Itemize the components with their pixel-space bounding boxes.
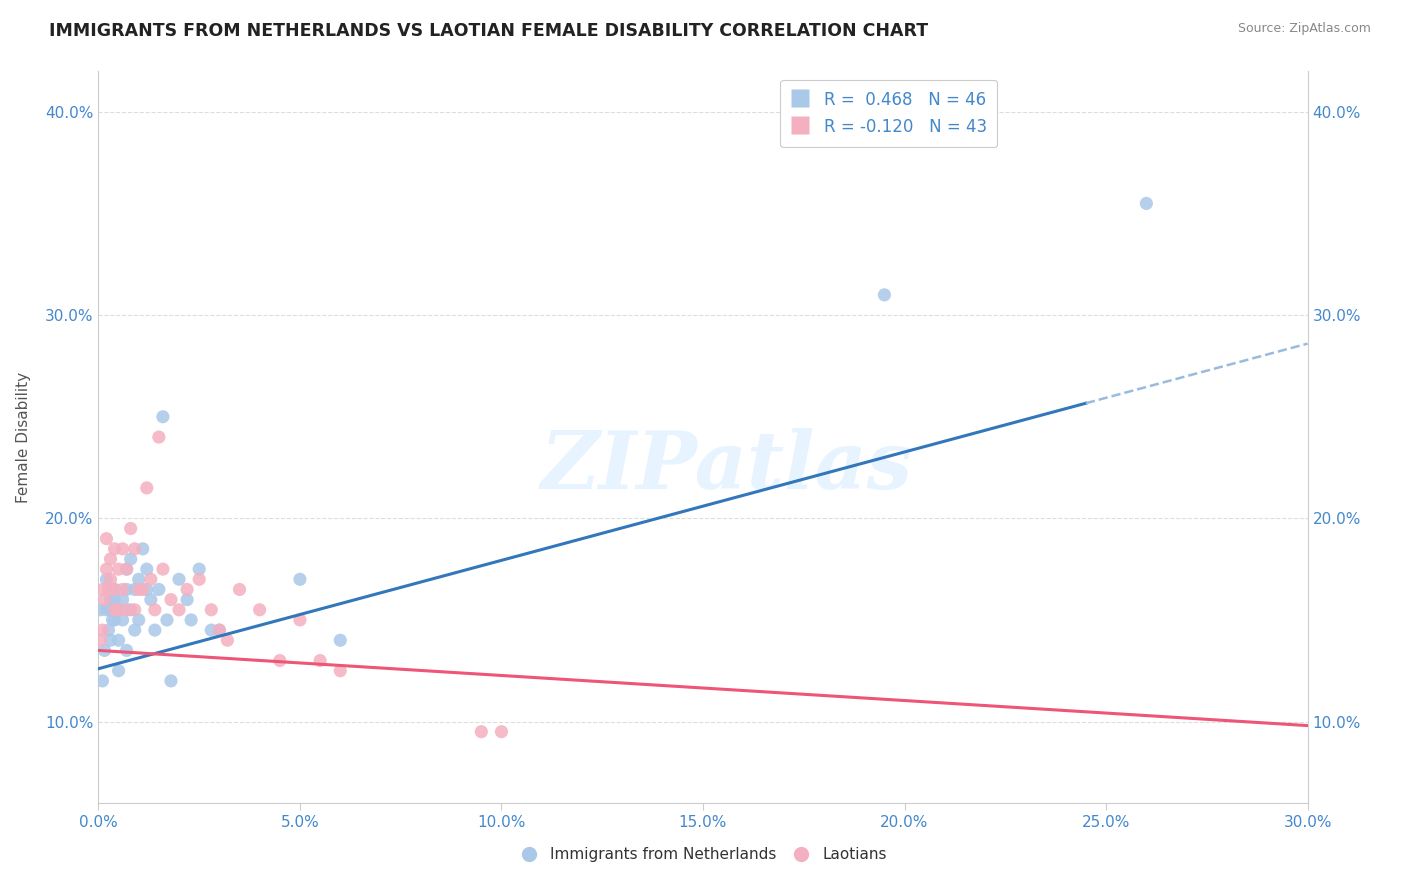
Point bbox=[96, 603, 118, 617]
Point bbox=[120, 603, 142, 617]
Y-axis label: Female Disability: Female Disability bbox=[17, 371, 31, 503]
Point bbox=[103, 582, 125, 597]
Point bbox=[100, 603, 122, 617]
Point bbox=[1135, 196, 1157, 211]
Point bbox=[115, 582, 138, 597]
Point bbox=[91, 623, 114, 637]
Point bbox=[152, 409, 174, 424]
Point bbox=[115, 562, 138, 576]
Point bbox=[135, 582, 157, 597]
Point bbox=[135, 562, 157, 576]
Point bbox=[217, 633, 239, 648]
Point bbox=[188, 572, 211, 586]
Legend: Immigrants from Netherlands, Laotians: Immigrants from Netherlands, Laotians bbox=[513, 841, 893, 868]
Point bbox=[329, 633, 352, 648]
Point bbox=[200, 603, 222, 617]
Point bbox=[152, 562, 174, 576]
Point bbox=[97, 623, 120, 637]
Point bbox=[124, 541, 146, 556]
Point bbox=[124, 603, 146, 617]
Point bbox=[143, 623, 166, 637]
Point bbox=[167, 572, 190, 586]
Point bbox=[111, 613, 134, 627]
Point bbox=[132, 582, 155, 597]
Point bbox=[156, 613, 179, 627]
Point bbox=[124, 623, 146, 637]
Point bbox=[100, 552, 122, 566]
Point bbox=[180, 613, 202, 627]
Point bbox=[100, 572, 122, 586]
Point bbox=[128, 613, 150, 627]
Point bbox=[107, 664, 129, 678]
Point bbox=[103, 582, 125, 597]
Point bbox=[139, 592, 162, 607]
Point bbox=[288, 613, 311, 627]
Point bbox=[120, 552, 142, 566]
Point bbox=[101, 613, 124, 627]
Point bbox=[91, 673, 114, 688]
Point bbox=[873, 288, 896, 302]
Point bbox=[143, 603, 166, 617]
Point bbox=[111, 541, 134, 556]
Point bbox=[89, 603, 111, 617]
Point bbox=[160, 592, 183, 607]
Point bbox=[89, 633, 111, 648]
Point bbox=[103, 592, 125, 607]
Point bbox=[96, 532, 118, 546]
Point bbox=[269, 654, 291, 668]
Text: Source: ZipAtlas.com: Source: ZipAtlas.com bbox=[1237, 22, 1371, 36]
Text: IMMIGRANTS FROM NETHERLANDS VS LAOTIAN FEMALE DISABILITY CORRELATION CHART: IMMIGRANTS FROM NETHERLANDS VS LAOTIAN F… bbox=[49, 22, 928, 40]
Point bbox=[111, 582, 134, 597]
Point bbox=[132, 541, 155, 556]
Point bbox=[208, 623, 231, 637]
Point bbox=[309, 654, 332, 668]
Point bbox=[93, 643, 115, 657]
Point bbox=[115, 603, 138, 617]
Point bbox=[128, 572, 150, 586]
Point bbox=[96, 562, 118, 576]
Point bbox=[107, 633, 129, 648]
Point bbox=[100, 592, 122, 607]
Point bbox=[288, 572, 311, 586]
Point bbox=[329, 664, 352, 678]
Point bbox=[96, 572, 118, 586]
Point bbox=[188, 562, 211, 576]
Point bbox=[107, 603, 129, 617]
Point bbox=[107, 562, 129, 576]
Point bbox=[228, 582, 250, 597]
Point bbox=[167, 603, 190, 617]
Point bbox=[491, 724, 513, 739]
Point bbox=[124, 582, 146, 597]
Point bbox=[135, 481, 157, 495]
Point bbox=[111, 592, 134, 607]
Point bbox=[176, 592, 198, 607]
Point bbox=[107, 603, 129, 617]
Point bbox=[103, 541, 125, 556]
Point bbox=[97, 582, 120, 597]
Point bbox=[115, 643, 138, 657]
Point bbox=[249, 603, 271, 617]
Point bbox=[139, 572, 162, 586]
Point bbox=[120, 521, 142, 535]
Point bbox=[91, 582, 114, 597]
Point bbox=[208, 623, 231, 637]
Point bbox=[128, 582, 150, 597]
Point bbox=[103, 613, 125, 627]
Point bbox=[200, 623, 222, 637]
Point bbox=[100, 633, 122, 648]
Point bbox=[148, 430, 170, 444]
Point bbox=[148, 582, 170, 597]
Point bbox=[103, 603, 125, 617]
Point bbox=[160, 673, 183, 688]
Point bbox=[176, 582, 198, 597]
Point bbox=[470, 724, 492, 739]
Point bbox=[93, 592, 115, 607]
Point bbox=[115, 562, 138, 576]
Text: ZIPatlas: ZIPatlas bbox=[541, 427, 914, 505]
